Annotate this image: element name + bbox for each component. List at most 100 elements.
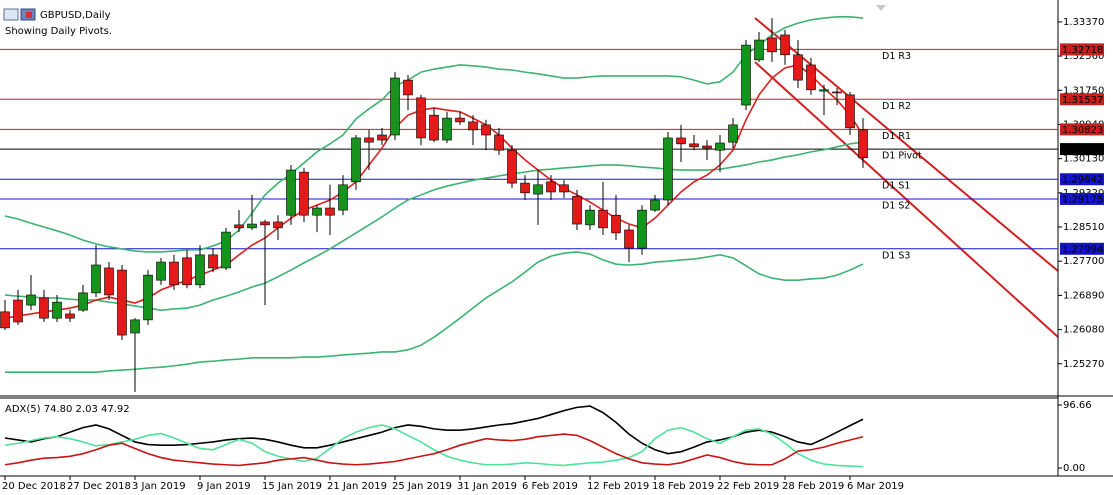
shift-marker: [876, 5, 886, 11]
x-tick-label: 21 Jan 2019: [327, 481, 387, 492]
x-tick-label: 3 Jan 2019: [132, 481, 186, 492]
candle-body: [442, 117, 452, 141]
candle-body: [26, 294, 36, 306]
candle-body: [377, 134, 387, 141]
candle-body: [312, 207, 322, 216]
price-badge: [1060, 93, 1104, 106]
indicator-line: [4, 16, 864, 253]
candle-body: [13, 299, 23, 323]
candle-body: [624, 229, 634, 249]
candle-body: [546, 181, 556, 193]
candle-body: [91, 264, 101, 294]
trendlines: [754, 17, 1059, 338]
candle-body: [143, 274, 153, 321]
pivot-label: D1 R3: [882, 51, 911, 62]
candle-body: [78, 292, 88, 311]
x-tick-label: 25 Jan 2019: [392, 481, 452, 492]
candle-body: [325, 207, 335, 216]
candle-body: [663, 137, 673, 201]
x-tick-label: 12 Feb 2019: [587, 481, 649, 492]
icon: [3, 8, 19, 21]
candle-body: [858, 129, 868, 159]
x-tick-label: 9 Jan 2019: [197, 481, 251, 492]
candle-body: [247, 223, 257, 229]
candle-body: [832, 91, 842, 94]
candle-body: [780, 34, 790, 56]
x-tick-label: 6 Mar 2019: [847, 481, 904, 492]
y-tick-label: 0.00: [1063, 463, 1085, 474]
candle-body: [429, 114, 439, 141]
candle-body: [169, 261, 179, 286]
y-tick-label: 1.33370: [1063, 17, 1104, 28]
y-tick-label: 96.66: [1063, 400, 1092, 411]
candle-body: [507, 149, 517, 184]
price-badge: [1060, 192, 1104, 205]
candle-body: [819, 89, 829, 92]
candle-body: [364, 137, 374, 143]
candle-body: [286, 169, 296, 216]
y-tick-label: 1.26890: [1063, 290, 1104, 301]
price-badge: [1060, 123, 1104, 136]
y-tick-label: 1.31750: [1063, 85, 1104, 96]
price-badge-label: 1.31537: [1062, 95, 1103, 106]
candle-body: [351, 137, 361, 183]
candle-body: [455, 117, 465, 123]
trendline: [754, 17, 1059, 272]
price-badge-label: 1.29175: [1062, 194, 1103, 205]
y-tick-label: 1.27700: [1063, 256, 1104, 267]
y-tick-label: 1.28510: [1063, 222, 1104, 233]
candle-body: [416, 97, 426, 139]
x-tick-label: 20 Dec 2018: [2, 481, 66, 492]
indicator-line: [5, 251, 864, 374]
price-badge-label: 1.27994: [1062, 244, 1103, 255]
candle-body: [559, 184, 569, 193]
x-tick-label: 15 Jan 2019: [262, 481, 322, 492]
price-badge-label: 1.30823: [1062, 125, 1103, 136]
indicator-label: ADX(5) 74.80 2.03 47.92: [5, 404, 130, 415]
candle-body: [182, 257, 192, 286]
candle-body: [156, 261, 166, 281]
candle-body: [611, 214, 621, 234]
x-tick-label: 6 Feb 2019: [522, 481, 578, 492]
x-tick-label: 28 Feb 2019: [782, 481, 844, 492]
candle-body: [0, 311, 10, 329]
y-tick-label: 1.26080: [1063, 325, 1104, 336]
candle-body: [234, 224, 244, 229]
candle-body: [728, 124, 738, 143]
price-badge: [1060, 242, 1104, 255]
candle-body: [650, 199, 660, 211]
toolbar-icons: [3, 8, 36, 21]
candle-body: [676, 137, 686, 145]
candle-body: [403, 79, 413, 96]
candle-body: [273, 221, 283, 229]
candle-body: [793, 54, 803, 81]
candle-body: [481, 124, 491, 136]
price-badge-label: 1.32718: [1062, 45, 1103, 56]
y-tick-label: 1.25270: [1063, 359, 1104, 370]
candle-body: [299, 171, 309, 216]
candle-body: [260, 221, 270, 226]
x-tick-label: 22 Feb 2019: [717, 481, 779, 492]
candle-body: [338, 184, 348, 211]
candle-body: [117, 269, 127, 336]
candle-body: [520, 182, 530, 194]
x-tick-label: 18 Feb 2019: [652, 481, 714, 492]
candle-body: [741, 44, 751, 106]
pivot-label: D1 Pivot: [882, 151, 922, 162]
candle-body: [221, 231, 231, 269]
candle-body: [572, 195, 582, 225]
candle-body: [39, 297, 49, 319]
candle-body: [208, 254, 218, 269]
candle-body: [806, 64, 816, 91]
candle-body: [767, 37, 777, 53]
candle-body: [585, 209, 595, 226]
trendline: [754, 61, 1059, 338]
candle-body: [598, 209, 608, 229]
candle-body: [52, 301, 62, 319]
candle-body: [754, 39, 764, 61]
candle-body: [689, 143, 699, 148]
candle-body: [195, 254, 205, 286]
candle-body: [845, 94, 855, 129]
